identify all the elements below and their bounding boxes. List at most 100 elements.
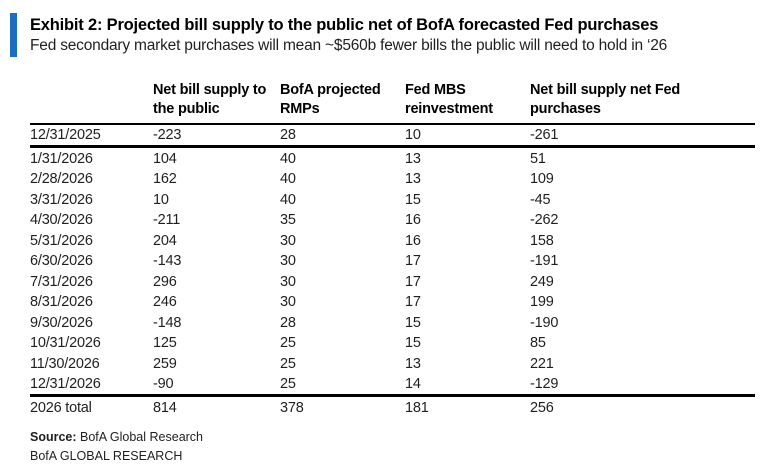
value-cell: -211: [153, 212, 181, 229]
value-cell: -190: [530, 314, 559, 331]
value-cell: 13: [405, 355, 421, 372]
table-row: 4/30/2026 -211 35 16 -262: [30, 210, 755, 231]
value-cell: -148: [153, 314, 182, 331]
date-cell: 4/30/2026: [30, 212, 93, 229]
value-cell: 25: [280, 335, 296, 352]
value-cell: 10: [405, 123, 530, 149]
value-cell: 25: [280, 355, 296, 372]
brand-line: BofA GLOBAL RESEARCH: [30, 449, 183, 463]
col-header-bofa-rmps: BofA projected RMPs: [280, 81, 405, 125]
date-cell: 5/31/2026: [30, 232, 93, 249]
table-row: 6/30/2026 -143 30 17 -191: [30, 251, 755, 272]
value-cell: 40: [280, 150, 296, 167]
value-cell: 109: [530, 171, 554, 188]
value-cell: 13: [405, 150, 421, 167]
value-cell: 10: [153, 191, 169, 208]
value-cell: 15: [405, 314, 421, 331]
value-cell: 30: [280, 253, 296, 270]
total-row: 2026 total 814 378 181 256: [30, 396, 755, 418]
value-cell: -223: [153, 123, 280, 149]
value-cell: 16: [405, 212, 421, 229]
col-header-net-fed-purchases: Net bill supply net Fed purchases: [530, 81, 755, 125]
value-cell: 28: [280, 314, 296, 331]
table-row: 10/31/2026 125 25 15 85: [30, 333, 755, 354]
table-row: 7/31/2026 296 30 17 249: [30, 271, 755, 292]
table-row: 12/31/2025 -223 28 10 -261: [30, 123, 755, 149]
value-cell: 40: [280, 191, 296, 208]
value-cell: -129: [530, 373, 755, 398]
table-row: 11/30/2026 259 25 13 221: [30, 353, 755, 374]
table-row: 5/31/2026 204 30 16 158: [30, 230, 755, 251]
value-cell: 30: [280, 273, 296, 290]
table-row: 12/31/2026 -90 25 14 -129: [30, 373, 755, 398]
value-cell: 13: [405, 171, 421, 188]
date-cell: 12/31/2025: [30, 123, 153, 149]
value-cell: 40: [280, 171, 296, 188]
value-cell: 158: [530, 232, 554, 249]
value-cell: -143: [153, 253, 182, 270]
exhibit-page: Exhibit 2: Projected bill supply to the …: [0, 13, 777, 471]
value-cell: 17: [405, 253, 421, 270]
total-value-cell: 378: [280, 399, 304, 416]
table-row: 2/28/2026 162 40 13 109: [30, 169, 755, 190]
header-row: Net bill supply to the public BofA proje…: [30, 81, 755, 125]
value-cell: -45: [530, 191, 551, 208]
exhibit-header: Exhibit 2: Projected bill supply to the …: [10, 13, 777, 58]
value-cell: -90: [153, 373, 280, 398]
table-row: 8/31/2026 246 30 17 199: [30, 292, 755, 313]
date-cell: 7/31/2026: [30, 273, 93, 290]
col-header-date: [30, 81, 153, 125]
exhibit-subtitle: Fed secondary market purchases will mean…: [30, 37, 668, 55]
value-cell: 246: [153, 294, 177, 311]
date-cell: 9/30/2026: [30, 314, 93, 331]
total-label-cell: 2026 total: [30, 399, 92, 416]
table-row: 1/31/2026 104 40 13 51: [30, 147, 755, 169]
value-cell: 199: [530, 294, 554, 311]
source-text: BofA Global Research: [76, 429, 204, 444]
value-cell: 221: [530, 355, 554, 372]
value-cell: 28: [280, 123, 405, 149]
value-cell: -262: [530, 212, 559, 229]
date-cell: 11/30/2026: [30, 355, 100, 372]
value-cell: -191: [530, 253, 559, 270]
value-cell: 35: [280, 212, 296, 229]
value-cell: 259: [153, 355, 177, 372]
value-cell: 51: [530, 150, 546, 167]
value-cell: 162: [153, 171, 177, 188]
value-cell: 249: [530, 273, 554, 290]
value-cell: 16: [405, 232, 421, 249]
date-cell: 1/31/2026: [30, 150, 93, 167]
value-cell: 14: [405, 373, 530, 398]
date-cell: 2/28/2026: [30, 171, 93, 188]
date-cell: 12/31/2026: [30, 373, 153, 398]
value-cell: 30: [280, 294, 296, 311]
value-cell: 296: [153, 273, 177, 290]
value-cell: 30: [280, 232, 296, 249]
value-cell: 85: [530, 335, 546, 352]
date-cell: 8/31/2026: [30, 294, 93, 311]
header-text: Exhibit 2: Projected bill supply to the …: [30, 13, 667, 57]
accent-bar: [10, 13, 17, 58]
value-cell: 15: [405, 335, 421, 352]
value-cell: -261: [530, 123, 755, 149]
value-cell: 25: [280, 373, 405, 398]
date-cell: 3/31/2026: [30, 191, 93, 208]
value-cell: 104: [153, 150, 177, 167]
col-header-net-bill-supply: Net bill supply to the public: [153, 81, 280, 125]
source-label: Source:: [30, 429, 77, 444]
table-row: 9/30/2026 -148 28 15 -190: [30, 312, 755, 333]
value-cell: 125: [153, 335, 177, 352]
value-cell: 15: [405, 191, 421, 208]
exhibit-title: Exhibit 2: Projected bill supply to the …: [30, 16, 659, 34]
total-value-cell: 814: [153, 399, 177, 416]
table-row: 3/31/2026 10 40 15 -45: [30, 189, 755, 210]
source-line: Source: BofA Global Research: [30, 428, 777, 446]
total-value-cell: 181: [405, 399, 429, 416]
col-header-fed-mbs: Fed MBS reinvestment: [405, 81, 530, 125]
value-cell: 17: [405, 294, 421, 311]
value-cell: 17: [405, 273, 421, 290]
date-cell: 10/31/2026: [30, 335, 101, 352]
value-cell: 204: [153, 232, 177, 249]
total-value-cell: 256: [530, 399, 554, 416]
bill-supply-table: Net bill supply to the public BofA proje…: [30, 81, 755, 418]
